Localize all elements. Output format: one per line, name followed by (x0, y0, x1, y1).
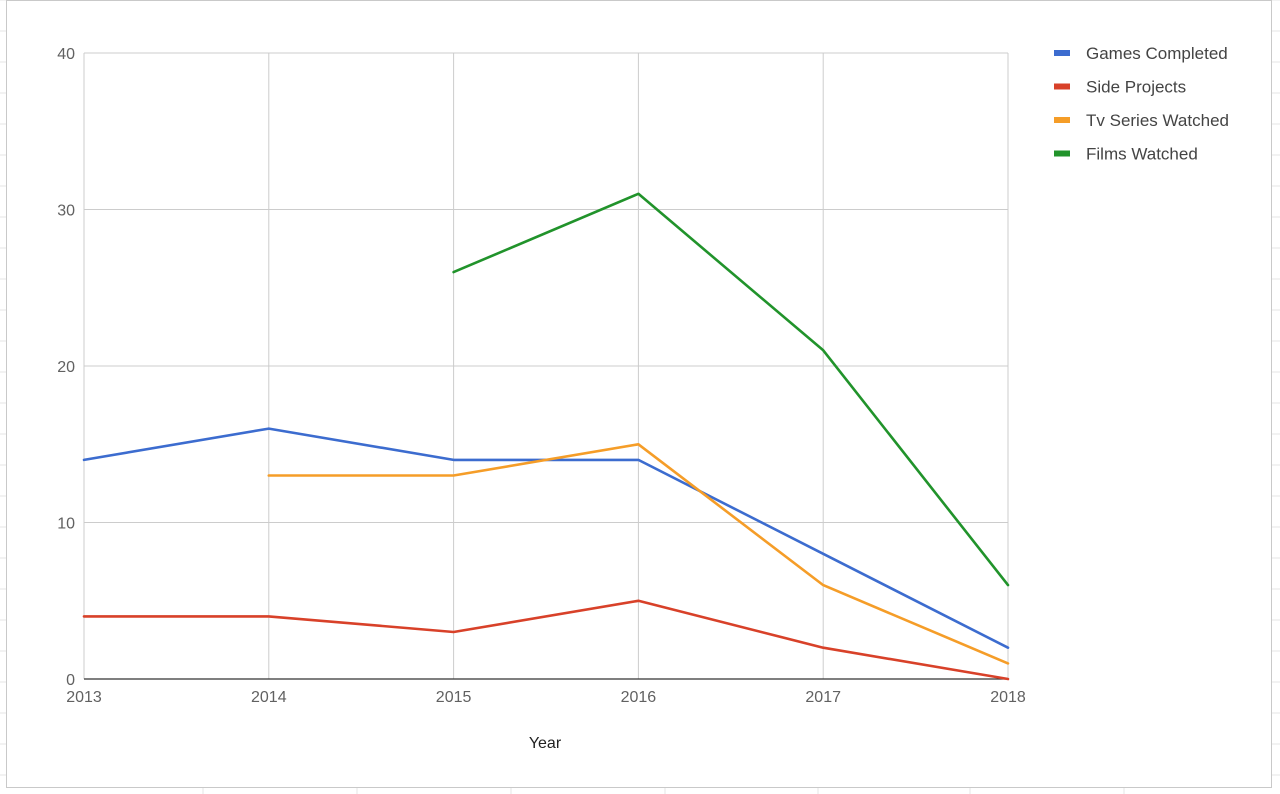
y-tick-label: 30 (57, 203, 75, 220)
x-tick-label: 2017 (805, 689, 841, 706)
chart-container[interactable]: 0 10 20 30 40 2013 2014 2015 2016 2017 2018 Year … (6, 0, 1272, 788)
y-tick-label: 20 (57, 359, 75, 376)
legend-swatch (1054, 50, 1070, 56)
y-tick-label: 0 (66, 672, 75, 689)
legend-swatch (1054, 83, 1070, 90)
x-tick-label: 2013 (66, 689, 102, 706)
legend-label: Tv Series Watched (1086, 111, 1229, 130)
legend-label: Side Projects (1086, 78, 1186, 97)
x-tick-label: 2018 (990, 689, 1026, 706)
series-line-4 (452, 192, 1010, 587)
y-axis-tick-labels: 0 10 20 30 40 (57, 46, 75, 689)
x-tick-label: 2015 (436, 689, 472, 706)
series-line-1 (82, 427, 1010, 649)
series-line-3 (267, 443, 1010, 665)
legend-swatch (1054, 117, 1070, 123)
series-line-2 (82, 599, 1010, 681)
legend-label: Films Watched (1086, 145, 1198, 164)
y-tick-label: 10 (57, 516, 75, 533)
x-axis-title: Year (529, 735, 562, 752)
y-tick-label: 40 (57, 46, 75, 63)
legend-swatch (1054, 150, 1070, 157)
legend: Games Completed Side Projects Tv Series Wa… (1054, 44, 1229, 164)
x-axis-tick-labels: 2013 2014 2015 2016 2017 2018 (66, 689, 1026, 706)
gridlines (83, 52, 1009, 679)
x-tick-label: 2014 (251, 689, 287, 706)
legend-label: Games Completed (1086, 44, 1228, 63)
x-tick-label: 2016 (621, 689, 657, 706)
series-lines (82, 192, 1010, 681)
